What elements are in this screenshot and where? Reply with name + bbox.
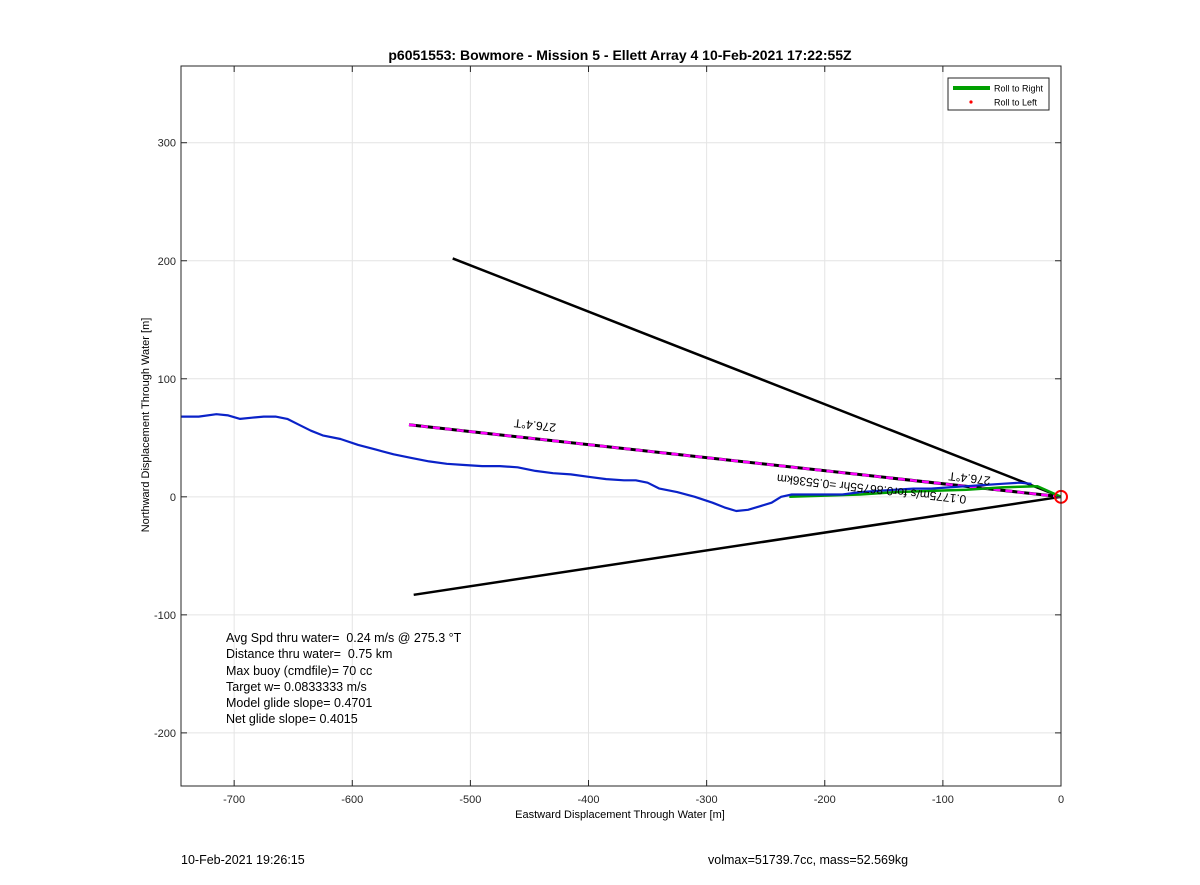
axis-ticks: -700 -600 -500 -400 -300 -200 -100 0 -200 -100 0 10…: [154, 66, 1064, 806]
x-tick-label: -400: [578, 794, 600, 806]
chart-title: p6051553: Bowmore - Mission 5 - Ellett A…: [388, 47, 852, 63]
x-tick-label: -100: [932, 794, 954, 806]
x-tick-label: -600: [341, 794, 363, 806]
legend-box: [947, 77, 1050, 111]
y-tick-label: -200: [154, 728, 176, 740]
y-tick-label: -100: [154, 610, 176, 622]
track-line: [181, 413, 1032, 513]
x-axis-label: Eastward Displacement Through Water [m]: [515, 809, 725, 821]
stat-target-w: Target w= 0.0833333 m/s: [226, 679, 367, 694]
x-tick-label: -300: [696, 794, 718, 806]
legend-label: Roll to Right: [994, 84, 1044, 94]
y-tick-label: 200: [158, 256, 176, 268]
y-axis-label: Northward Displacement Through Water [m]: [140, 318, 152, 533]
stat-net-glide-slope: Net glide slope= 0.4015: [226, 712, 358, 727]
footer-timestamp: 10-Feb-2021 19:26:15: [181, 853, 305, 867]
x-tick-label: 0: [1058, 794, 1064, 806]
axes-frame: [180, 65, 1062, 787]
heading-line-dashes: [408, 423, 1062, 499]
stat-max-buoy: Max buoy (cmdfile)= 70 cc: [226, 663, 373, 678]
stat-distance: Distance thru water= 0.75 km: [226, 647, 393, 662]
y-tick-label: 0: [170, 492, 176, 504]
legend: Roll to Right Roll to Left: [947, 77, 1050, 111]
annotation-label: 276.4°T: [513, 416, 557, 435]
cone-line: [413, 495, 1062, 597]
y-tick-label: 300: [158, 138, 176, 150]
annotation-label: 276.4°T: [947, 469, 991, 488]
legend-swatch-dot: [969, 100, 973, 104]
grid: [181, 66, 1062, 786]
stats-block: Avg Spd thru water= 0.24 m/s @ 275.3 °T …: [226, 630, 461, 728]
legend-label: Roll to Left: [994, 98, 1038, 108]
x-tick-label: -700: [223, 794, 245, 806]
stat-avg-speed: Avg Spd thru water= 0.24 m/s @ 275.3 °T: [226, 631, 462, 645]
x-tick-label: -200: [814, 794, 836, 806]
y-tick-label: 100: [158, 374, 176, 386]
footer-mass-info: volmax=51739.7cc, mass=52.569kg: [708, 853, 909, 867]
x-tick-label: -500: [459, 794, 481, 806]
stat-model-glide-slope: Model glide slope= 0.4701: [226, 696, 373, 711]
cone-line: [452, 257, 1062, 498]
